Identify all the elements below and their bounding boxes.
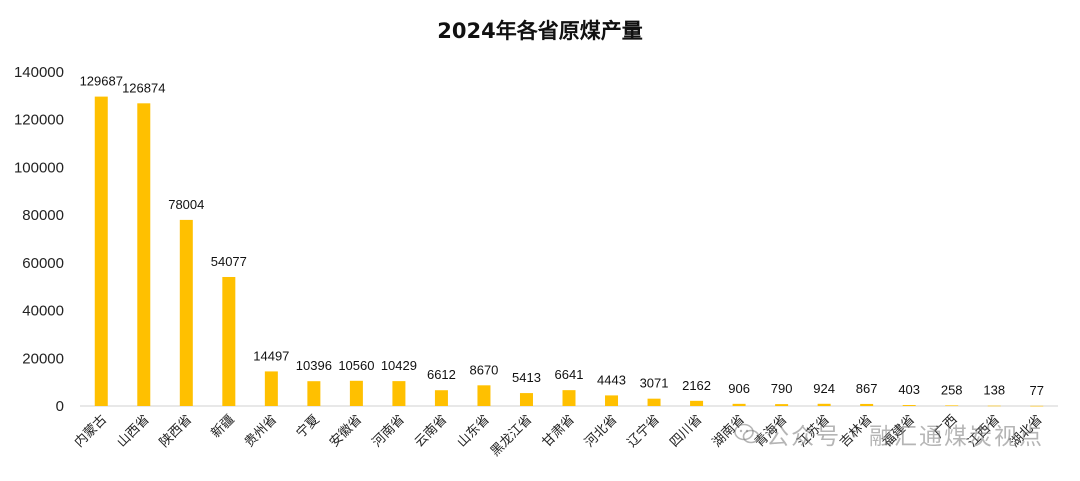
x-tick-label: 内蒙古: [71, 412, 110, 451]
x-tick-label: 福建省: [880, 412, 918, 450]
bar: [179, 219, 193, 406]
x-tick-label: 贵州省: [242, 412, 280, 450]
bar: [775, 404, 789, 406]
bar: [137, 103, 151, 407]
data-label: 8670: [469, 362, 498, 377]
bar: [605, 395, 619, 406]
x-tick-label: 广西: [932, 412, 961, 441]
data-label: 906: [728, 381, 750, 396]
x-tick-label: 宁夏: [293, 412, 323, 442]
y-tick-label: 60000: [22, 255, 64, 272]
x-tick-label: 辽宁省: [624, 412, 663, 451]
x-tick-label: 吉林省: [837, 412, 875, 450]
x-tick-label: 陕西省: [157, 412, 195, 450]
bar: [647, 398, 661, 406]
data-label: 10396: [296, 358, 332, 373]
bar: [434, 390, 448, 406]
data-label: 77: [1030, 383, 1044, 398]
bar: [817, 403, 831, 406]
x-tick-label: 山东省: [455, 412, 493, 450]
x-tick-label: 河南省: [369, 412, 408, 451]
y-tick-label: 80000: [22, 207, 64, 224]
data-label: 10429: [381, 358, 417, 373]
y-tick-label: 0: [56, 398, 64, 415]
bar: [519, 393, 533, 406]
bars-group: [94, 96, 1044, 407]
bar: [1030, 405, 1044, 407]
x-tick-label: 湖北省: [1007, 412, 1045, 450]
y-tick-label: 20000: [22, 350, 64, 367]
x-tick-label: 湖南省: [709, 412, 748, 451]
bar: [307, 381, 321, 406]
bar: [987, 405, 1001, 407]
bar: [860, 403, 874, 406]
data-label: 258: [941, 382, 963, 397]
bar: [222, 276, 236, 406]
data-labels-group: 129687 126874 78004 54077 14497 10396 10560 104…: [80, 74, 1044, 398]
x-tick-label: 江西省: [965, 412, 1003, 450]
data-label: 867: [856, 381, 878, 396]
data-label: 138: [983, 383, 1005, 398]
bar: [264, 371, 278, 406]
data-label: 3071: [640, 376, 669, 391]
data-label: 790: [771, 381, 793, 396]
bar: [902, 405, 916, 406]
x-tick-label: 安徽省: [327, 412, 365, 450]
data-label: 5413: [512, 370, 541, 385]
bar: [562, 390, 576, 406]
y-axis: 0 20000 40000 60000 80000 100000 120000 140000: [14, 64, 64, 415]
bar: [392, 381, 406, 406]
y-tick-label: 140000: [14, 64, 64, 81]
y-tick-label: 120000: [14, 112, 64, 129]
x-tick-label: 河北省: [582, 412, 620, 450]
bar: [945, 405, 959, 406]
y-tick-label: 100000: [14, 159, 64, 176]
y-tick-label: 40000: [22, 303, 64, 320]
bar: [349, 380, 363, 406]
data-label: 10560: [338, 358, 374, 373]
bar: [732, 403, 746, 406]
data-label: 78004: [168, 197, 204, 212]
data-label: 6641: [555, 367, 584, 382]
x-tick-label: 黑龙江省: [488, 412, 535, 459]
data-label: 126874: [122, 80, 165, 95]
x-tick-label: 江苏省: [794, 412, 833, 451]
x-tick-label: 甘肃省: [540, 412, 578, 450]
bar: [94, 96, 108, 406]
chart-title: 2024年各省原煤产量: [437, 19, 642, 43]
data-label: 54077: [211, 254, 247, 269]
data-label: 2162: [682, 378, 711, 393]
data-label: 4443: [597, 372, 626, 387]
x-tick-label: 青海省: [752, 412, 790, 450]
x-tick-label: 四川省: [667, 412, 705, 450]
data-label: 924: [813, 381, 835, 396]
data-label: 14497: [253, 348, 289, 363]
bar: [690, 400, 704, 406]
x-tick-label: 云南省: [411, 412, 450, 451]
data-label: 403: [898, 382, 920, 397]
data-label: 129687: [80, 74, 123, 89]
bar: [477, 385, 491, 406]
x-tick-label: 山西省: [114, 412, 152, 450]
data-label: 6612: [427, 367, 456, 382]
x-tick-label: 新疆: [208, 412, 238, 442]
